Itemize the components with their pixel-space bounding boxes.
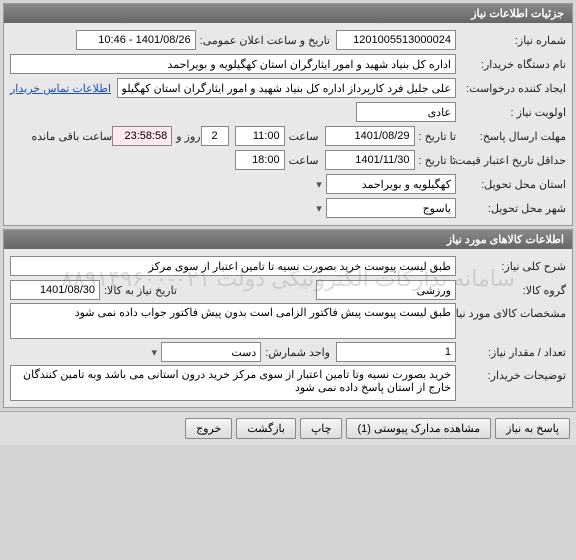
to-date-label: تا تاریخ : [415,130,456,143]
time-label-1: ساعت [285,130,319,143]
need-date-field[interactable] [10,280,100,300]
panel2-header: اطلاعات کالاهای مورد نیاز [4,230,572,249]
buyer-notes-field[interactable] [10,365,456,401]
desc-label: شرح کلی نیاز: [456,260,566,273]
delivery-province-label: استان محل تحویل: [456,178,566,191]
delivery-province-field[interactable] [326,174,456,194]
spec-field[interactable] [10,303,456,339]
reply-button[interactable]: پاسخ به نیاز [495,418,570,439]
chevron-down-icon[interactable]: ▾ [147,346,161,359]
price-validity-label: حداقل تاریخ اعتبار قیمت: [456,154,566,167]
need-details-panel: جزئیات اطلاعات نیاز شماره نیاز: تاریخ و … [3,3,573,226]
reply-deadline-label: مهلت ارسال پاسخ: [456,130,566,143]
group-label: گروه کالا: [456,284,566,297]
attachments-button[interactable]: مشاهده مدارک پیوستی (1) [346,418,491,439]
price-time-field[interactable] [235,150,285,170]
contact-link[interactable]: اطلاعات تماس خریدار [10,82,111,95]
need-date-label: تاریخ نیاز به کالا: [100,284,177,297]
priority-label: اولویت نیاز : [456,106,566,119]
group-field[interactable] [316,280,456,300]
remaining-label: ساعت باقی مانده [28,130,113,143]
back-button[interactable]: بازگشت [236,418,296,439]
unit-field[interactable] [161,342,261,362]
qty-field[interactable] [336,342,456,362]
delivery-city-field[interactable] [326,198,456,218]
price-date-field[interactable] [325,150,415,170]
spec-label: مشخصات کالای مورد نیاز: [456,303,566,320]
days-remaining-field [201,126,229,146]
buyer-notes-label: توضیحات خریدار: [456,365,566,382]
org-name-label: نام دستگاه خریدار: [456,58,566,71]
delivery-city-label: شهر محل تحویل: [456,202,566,215]
desc-field[interactable] [10,256,456,276]
time-remaining-field [112,126,172,146]
goods-info-panel: اطلاعات کالاهای مورد نیاز شرح کلی نیاز: … [3,229,573,408]
days-label: روز و [172,130,200,143]
announce-label: تاریخ و ساعت اعلان عمومی: [196,34,330,47]
priority-field[interactable] [356,102,456,122]
reply-date-field[interactable] [325,126,415,146]
chevron-down-icon[interactable]: ▾ [312,202,326,215]
unit-label: واحد شمارش: [261,346,330,359]
qty-label: تعداد / مقدار نیاز: [456,346,566,359]
creator-field[interactable] [117,78,456,98]
org-name-field[interactable] [10,54,456,74]
need-number-field[interactable] [336,30,456,50]
button-bar: پاسخ به نیاز مشاهده مدارک پیوستی (1) چاپ… [0,411,576,445]
announce-field[interactable] [76,30,196,50]
creator-label: ایجاد کننده درخواست: [456,82,566,95]
need-number-label: شماره نیاز: [456,34,566,47]
reply-time-field[interactable] [235,126,285,146]
time-label-2: ساعت [285,154,319,167]
exit-button[interactable]: خروج [185,418,232,439]
panel1-header: جزئیات اطلاعات نیاز [4,4,572,23]
print-button[interactable]: چاپ [300,418,343,439]
chevron-down-icon[interactable]: ▾ [312,178,326,191]
to-date-label-2: تا تاریخ : [415,154,456,167]
